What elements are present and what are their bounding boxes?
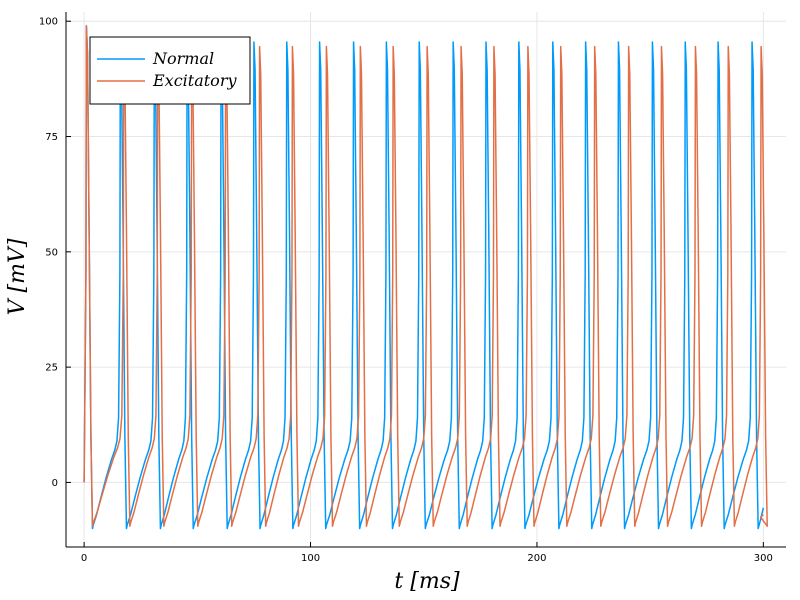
series-line-normal — [83, 25, 765, 530]
y-tick-label: 0 — [52, 478, 58, 489]
y-axis-label: V [mV] — [5, 238, 30, 315]
x-tick-label: 0 — [81, 553, 87, 564]
series-line-excitatory — [83, 25, 768, 527]
tick-labels: 0 100 200 300 0 25 50 75 100 — [39, 17, 773, 564]
legend-box — [89, 36, 251, 105]
x-tick-label: 200 — [527, 553, 546, 564]
x-tick-label: 300 — [754, 553, 773, 564]
x-tick-label: 100 — [301, 553, 320, 564]
axes — [65, 12, 786, 548]
legend-label-excitatory: Excitatory — [152, 71, 237, 90]
legend: Normal Excitatory — [89, 36, 251, 105]
y-tick-label: 25 — [45, 363, 58, 374]
x-axis-label: t [ms] — [394, 569, 460, 594]
y-tick-label: 75 — [45, 132, 58, 143]
legend-label-normal: Normal — [152, 49, 214, 68]
y-tick-label: 100 — [39, 17, 58, 28]
y-tick-label: 50 — [45, 247, 58, 258]
series-lines — [83, 25, 768, 530]
